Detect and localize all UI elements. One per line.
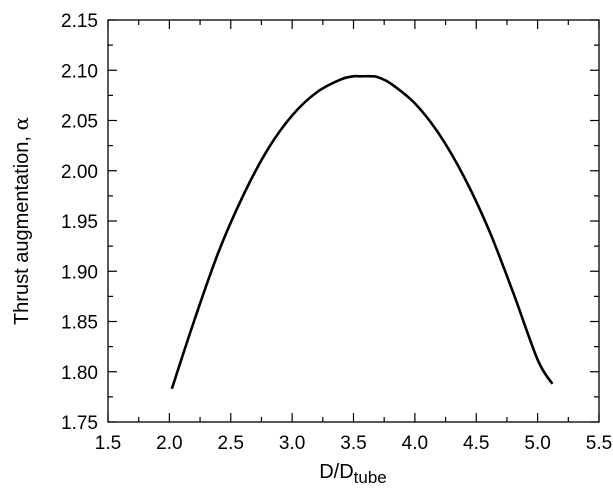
y-axis-title-text: Thrust augmentation, — [11, 130, 33, 325]
y-axis-title-symbol: α — [9, 117, 33, 131]
y-tick-label: 1.95 — [61, 212, 98, 233]
y-tick-label: 2.00 — [61, 162, 98, 183]
tick-labels-layer: 1.5 2.0 2.5 3.0 3.5 4.0 4.5 5.0 5.5 1.75 1.80 1.85 1… — [61, 11, 612, 454]
x-axis-title: D/Dtube — [319, 461, 387, 487]
x-tick-label: 2.0 — [156, 433, 182, 454]
x-axis-title-main: D/D — [319, 461, 353, 483]
y-axis-title: Thrust augmentation, α — [9, 117, 33, 325]
y-tick-label: 2.10 — [61, 61, 98, 82]
x-tick-label: 4.0 — [402, 433, 428, 454]
x-tick-label: 5.5 — [586, 433, 612, 454]
y-tick-label: 1.75 — [61, 413, 98, 434]
ticks-layer — [107, 19, 600, 423]
x-tick-label: 3.0 — [279, 433, 305, 454]
x-tick-label: 5.0 — [524, 433, 550, 454]
x-tick-label: 1.5 — [95, 433, 121, 454]
x-tick-label: 4.5 — [463, 433, 489, 454]
y-tick-label: 1.80 — [61, 363, 98, 384]
y-tick-label: 2.15 — [61, 11, 98, 32]
x-tick-label: 3.5 — [340, 433, 366, 454]
y-tick-label: 2.05 — [61, 112, 98, 133]
y-tick-label: 1.85 — [61, 313, 98, 334]
y-tick-label: 1.90 — [61, 262, 98, 283]
x-axis-title-subscript: tube — [354, 468, 387, 487]
series-layer — [170, 74, 554, 390]
thrust-augmentation-curve — [170, 74, 554, 390]
x-tick-label: 2.5 — [218, 433, 244, 454]
